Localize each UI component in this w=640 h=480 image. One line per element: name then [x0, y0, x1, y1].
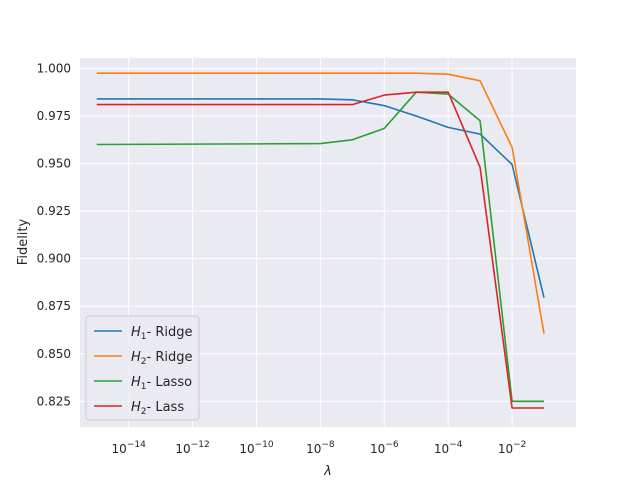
x-tick-label: 10−4 [434, 440, 463, 456]
x-tick-label: 10−8 [306, 440, 335, 456]
legend-label: H2- Lass [131, 400, 184, 417]
y-tick-label: 0.975 [37, 109, 71, 123]
series-line [96, 72, 545, 334]
y-tick-label: 0.825 [37, 394, 71, 408]
series-line [96, 98, 545, 298]
x-tick-label: 10−2 [498, 440, 527, 456]
legend: H1- Ridge H2- Ridge H1- Lasso H2- Lass [85, 315, 200, 421]
x-tick-label: 10−6 [370, 440, 399, 456]
series-line [96, 91, 544, 409]
y-tick-labels: 0.825 0.850 0.875 0.900 0.925 0.950 0.975 1.000 [37, 61, 71, 408]
grid [80, 58, 576, 427]
y-axis-label: Fidelity [16, 218, 31, 265]
x-tick-label: 10−14 [112, 440, 147, 456]
y-tick-label: 0.850 [37, 347, 71, 361]
y-tick-label: 0.950 [37, 157, 71, 171]
x-tick-label: 10−10 [239, 440, 274, 456]
legend-label: H1- Lasso [131, 375, 192, 392]
y-tick-label: 1.000 [37, 61, 71, 75]
legend-box [85, 315, 200, 421]
y-tick-label: 0.900 [37, 252, 71, 266]
series-lines [96, 72, 545, 409]
x-axis-label: λ [323, 464, 332, 479]
legend-label: H2- Ridge [131, 350, 193, 367]
x-tick-label: 10−12 [175, 440, 209, 456]
y-tick-label: 0.925 [37, 204, 71, 218]
y-tick-label: 0.875 [37, 299, 71, 313]
x-tick-labels: 10−14 10−12 10−10 10−8 10−6 10−4 10−2 [112, 440, 527, 456]
legend-label: H1- Ridge [131, 325, 193, 342]
